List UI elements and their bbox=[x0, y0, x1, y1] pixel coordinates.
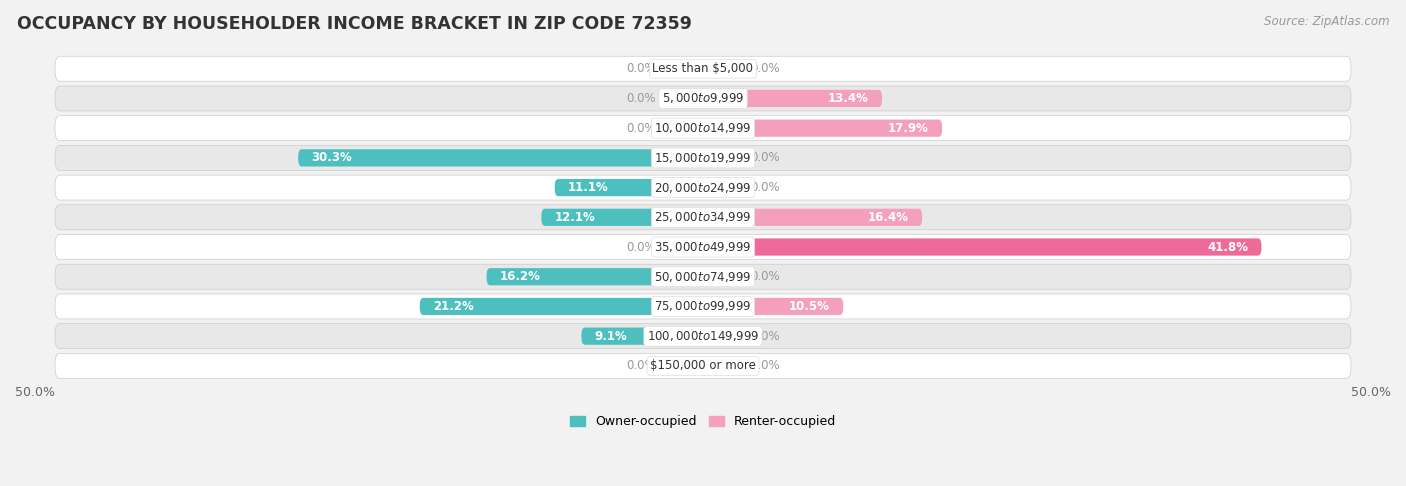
Text: 9.1%: 9.1% bbox=[595, 330, 627, 343]
Text: 0.0%: 0.0% bbox=[749, 359, 779, 372]
Text: 12.1%: 12.1% bbox=[555, 211, 596, 224]
FancyBboxPatch shape bbox=[703, 60, 744, 77]
FancyBboxPatch shape bbox=[703, 179, 744, 196]
Text: 30.3%: 30.3% bbox=[312, 151, 353, 164]
Text: 11.1%: 11.1% bbox=[568, 181, 609, 194]
FancyBboxPatch shape bbox=[662, 239, 703, 256]
Text: 0.0%: 0.0% bbox=[627, 62, 657, 75]
Text: $5,000 to $9,999: $5,000 to $9,999 bbox=[662, 91, 744, 105]
FancyBboxPatch shape bbox=[662, 357, 703, 375]
Text: Less than $5,000: Less than $5,000 bbox=[652, 62, 754, 75]
FancyBboxPatch shape bbox=[420, 298, 703, 315]
FancyBboxPatch shape bbox=[703, 268, 744, 285]
FancyBboxPatch shape bbox=[703, 120, 942, 137]
Legend: Owner-occupied, Renter-occupied: Owner-occupied, Renter-occupied bbox=[565, 410, 841, 434]
FancyBboxPatch shape bbox=[55, 205, 1351, 230]
Text: 0.0%: 0.0% bbox=[749, 62, 779, 75]
Text: 41.8%: 41.8% bbox=[1208, 241, 1249, 254]
FancyBboxPatch shape bbox=[55, 56, 1351, 81]
FancyBboxPatch shape bbox=[703, 90, 882, 107]
FancyBboxPatch shape bbox=[55, 324, 1351, 348]
FancyBboxPatch shape bbox=[55, 86, 1351, 111]
FancyBboxPatch shape bbox=[703, 357, 744, 375]
Text: 13.4%: 13.4% bbox=[828, 92, 869, 105]
Text: 16.4%: 16.4% bbox=[868, 211, 908, 224]
Text: 0.0%: 0.0% bbox=[627, 359, 657, 372]
FancyBboxPatch shape bbox=[55, 264, 1351, 289]
Text: Source: ZipAtlas.com: Source: ZipAtlas.com bbox=[1264, 15, 1389, 28]
FancyBboxPatch shape bbox=[662, 60, 703, 77]
FancyBboxPatch shape bbox=[55, 353, 1351, 379]
Text: $35,000 to $49,999: $35,000 to $49,999 bbox=[654, 240, 752, 254]
Text: 17.9%: 17.9% bbox=[889, 122, 929, 135]
Text: $75,000 to $99,999: $75,000 to $99,999 bbox=[654, 299, 752, 313]
Text: 0.0%: 0.0% bbox=[749, 270, 779, 283]
FancyBboxPatch shape bbox=[703, 328, 744, 345]
FancyBboxPatch shape bbox=[55, 235, 1351, 260]
FancyBboxPatch shape bbox=[55, 116, 1351, 140]
Text: $10,000 to $14,999: $10,000 to $14,999 bbox=[654, 121, 752, 135]
FancyBboxPatch shape bbox=[541, 208, 703, 226]
FancyBboxPatch shape bbox=[55, 175, 1351, 200]
Text: 0.0%: 0.0% bbox=[749, 330, 779, 343]
Text: $20,000 to $24,999: $20,000 to $24,999 bbox=[654, 181, 752, 194]
Text: $150,000 or more: $150,000 or more bbox=[650, 359, 756, 372]
FancyBboxPatch shape bbox=[703, 208, 922, 226]
Text: 10.5%: 10.5% bbox=[789, 300, 830, 313]
FancyBboxPatch shape bbox=[703, 239, 1261, 256]
FancyBboxPatch shape bbox=[662, 90, 703, 107]
Text: OCCUPANCY BY HOUSEHOLDER INCOME BRACKET IN ZIP CODE 72359: OCCUPANCY BY HOUSEHOLDER INCOME BRACKET … bbox=[17, 15, 692, 33]
FancyBboxPatch shape bbox=[55, 294, 1351, 319]
Text: $50,000 to $74,999: $50,000 to $74,999 bbox=[654, 270, 752, 284]
FancyBboxPatch shape bbox=[662, 120, 703, 137]
FancyBboxPatch shape bbox=[582, 328, 703, 345]
Text: 16.2%: 16.2% bbox=[501, 270, 541, 283]
Text: 21.2%: 21.2% bbox=[433, 300, 474, 313]
FancyBboxPatch shape bbox=[703, 149, 744, 167]
Text: 0.0%: 0.0% bbox=[749, 181, 779, 194]
FancyBboxPatch shape bbox=[55, 145, 1351, 171]
FancyBboxPatch shape bbox=[555, 179, 703, 196]
Text: $25,000 to $34,999: $25,000 to $34,999 bbox=[654, 210, 752, 225]
Text: 0.0%: 0.0% bbox=[627, 92, 657, 105]
Text: $15,000 to $19,999: $15,000 to $19,999 bbox=[654, 151, 752, 165]
FancyBboxPatch shape bbox=[486, 268, 703, 285]
FancyBboxPatch shape bbox=[298, 149, 703, 167]
Text: 0.0%: 0.0% bbox=[749, 151, 779, 164]
Text: 0.0%: 0.0% bbox=[627, 122, 657, 135]
Text: 0.0%: 0.0% bbox=[627, 241, 657, 254]
Text: $100,000 to $149,999: $100,000 to $149,999 bbox=[647, 329, 759, 343]
FancyBboxPatch shape bbox=[703, 298, 844, 315]
